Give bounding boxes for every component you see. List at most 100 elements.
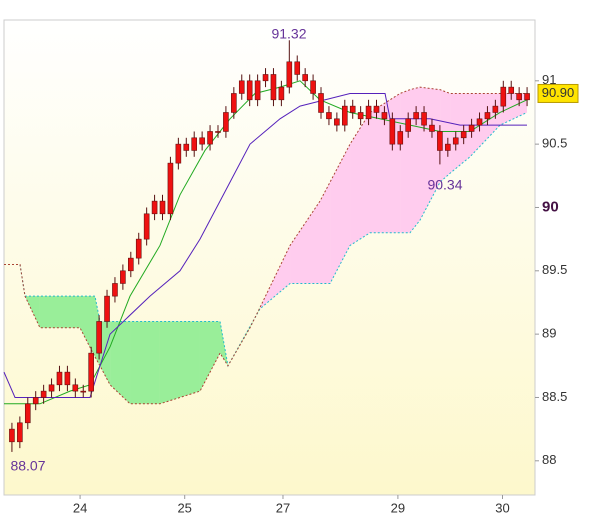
candle-body (516, 93, 522, 101)
candle-body (326, 112, 332, 120)
candle-body (191, 137, 198, 151)
cloud-fill (220, 321, 228, 366)
cloud-fill (500, 93, 527, 126)
candle-body (223, 112, 229, 132)
candle-body (357, 112, 364, 120)
candle-body (207, 131, 213, 145)
candle-body (286, 61, 293, 88)
x-tick-label: 29 (391, 500, 405, 515)
candle-body (492, 105, 499, 113)
candle-body (365, 105, 372, 120)
annotation: 91.32 (271, 26, 306, 42)
y-tick-label: 89.5 (542, 262, 567, 277)
candle-body (48, 384, 55, 392)
candle-body (302, 74, 308, 82)
candle-body (128, 257, 134, 272)
cloud-fill (110, 321, 131, 404)
cloud-fill (319, 182, 331, 284)
candle-body (17, 422, 23, 443)
candle-body (262, 74, 269, 82)
candle-body (429, 124, 435, 132)
candle-body (40, 390, 47, 398)
candle-body (215, 131, 221, 133)
x-tick-label: 25 (177, 500, 191, 515)
candle-body (421, 112, 427, 126)
candle-body (64, 371, 71, 386)
candle-body (159, 200, 166, 215)
candle-body (445, 143, 451, 151)
candle-body (397, 131, 404, 145)
candle-body (484, 112, 491, 120)
candle-body (413, 112, 419, 120)
cloud-fill (350, 112, 370, 246)
candle-body (270, 74, 277, 101)
candle-body (381, 112, 388, 120)
candle-body (199, 137, 205, 145)
cloud-fill (330, 144, 351, 284)
candle-body (460, 131, 467, 139)
candle-body (452, 137, 459, 145)
plot-area (3, 19, 536, 496)
candle-body (500, 86, 507, 107)
candle-body (373, 105, 380, 113)
candle-body (56, 371, 63, 386)
candle-body (183, 143, 190, 151)
cloud-fill (130, 321, 160, 404)
candle-body (254, 80, 261, 101)
cloud-fill (159, 321, 200, 404)
candle-body (9, 428, 15, 443)
cloud-fill (400, 89, 411, 233)
candle-body (334, 118, 340, 126)
candle-body (72, 384, 79, 392)
cloud-fill (450, 93, 471, 174)
candle-body (246, 80, 253, 101)
cloud-fill (80, 296, 95, 357)
candle-body (88, 352, 94, 392)
candle-body (80, 390, 87, 393)
annotation: 88.07 (10, 458, 45, 474)
y-tick-label: 88 (542, 452, 556, 467)
candle-body (349, 105, 356, 113)
candle-body (405, 118, 411, 132)
candle-body (524, 93, 530, 101)
candle-body (143, 213, 150, 240)
candle-body (135, 238, 142, 259)
span-b (4, 86, 527, 405)
x-tick-label: 30 (495, 500, 509, 515)
cloud-fill (39, 296, 81, 328)
candle-body (175, 143, 182, 164)
y-tick-label: 91 (542, 72, 556, 87)
candle-body (318, 93, 324, 113)
last-price-label: 90.90 (542, 85, 575, 100)
cloud-fill (410, 87, 421, 233)
indicator-line (3, 92, 527, 398)
candle-body (476, 118, 483, 126)
candle-body (341, 105, 348, 126)
y-tick-label: 88.5 (542, 389, 567, 404)
annotation: 90.34 (427, 177, 462, 193)
candle-body (437, 131, 443, 151)
candle-body (294, 61, 301, 75)
y-tick-label: 90 (542, 198, 559, 215)
cloud-fill (99, 321, 111, 385)
x-tick-label: 27 (276, 500, 290, 515)
candle-body (151, 200, 158, 215)
candle-body (24, 403, 31, 424)
candle-body (310, 80, 316, 94)
y-tick-label: 90.5 (542, 136, 567, 151)
cloud-fill (290, 201, 320, 284)
candle-body (389, 118, 396, 145)
x-tick-label: 24 (73, 500, 87, 515)
candle-body (468, 124, 475, 132)
candle-body (120, 270, 126, 284)
candle-body (112, 283, 118, 297)
candle-body (231, 93, 237, 113)
candle-body (278, 86, 285, 101)
last-price-box (537, 83, 579, 103)
candle-body (96, 321, 102, 354)
candle-body (32, 397, 39, 405)
cloud-fill (440, 89, 451, 183)
y-tick-label: 89 (542, 326, 556, 341)
candle-body (508, 86, 515, 94)
